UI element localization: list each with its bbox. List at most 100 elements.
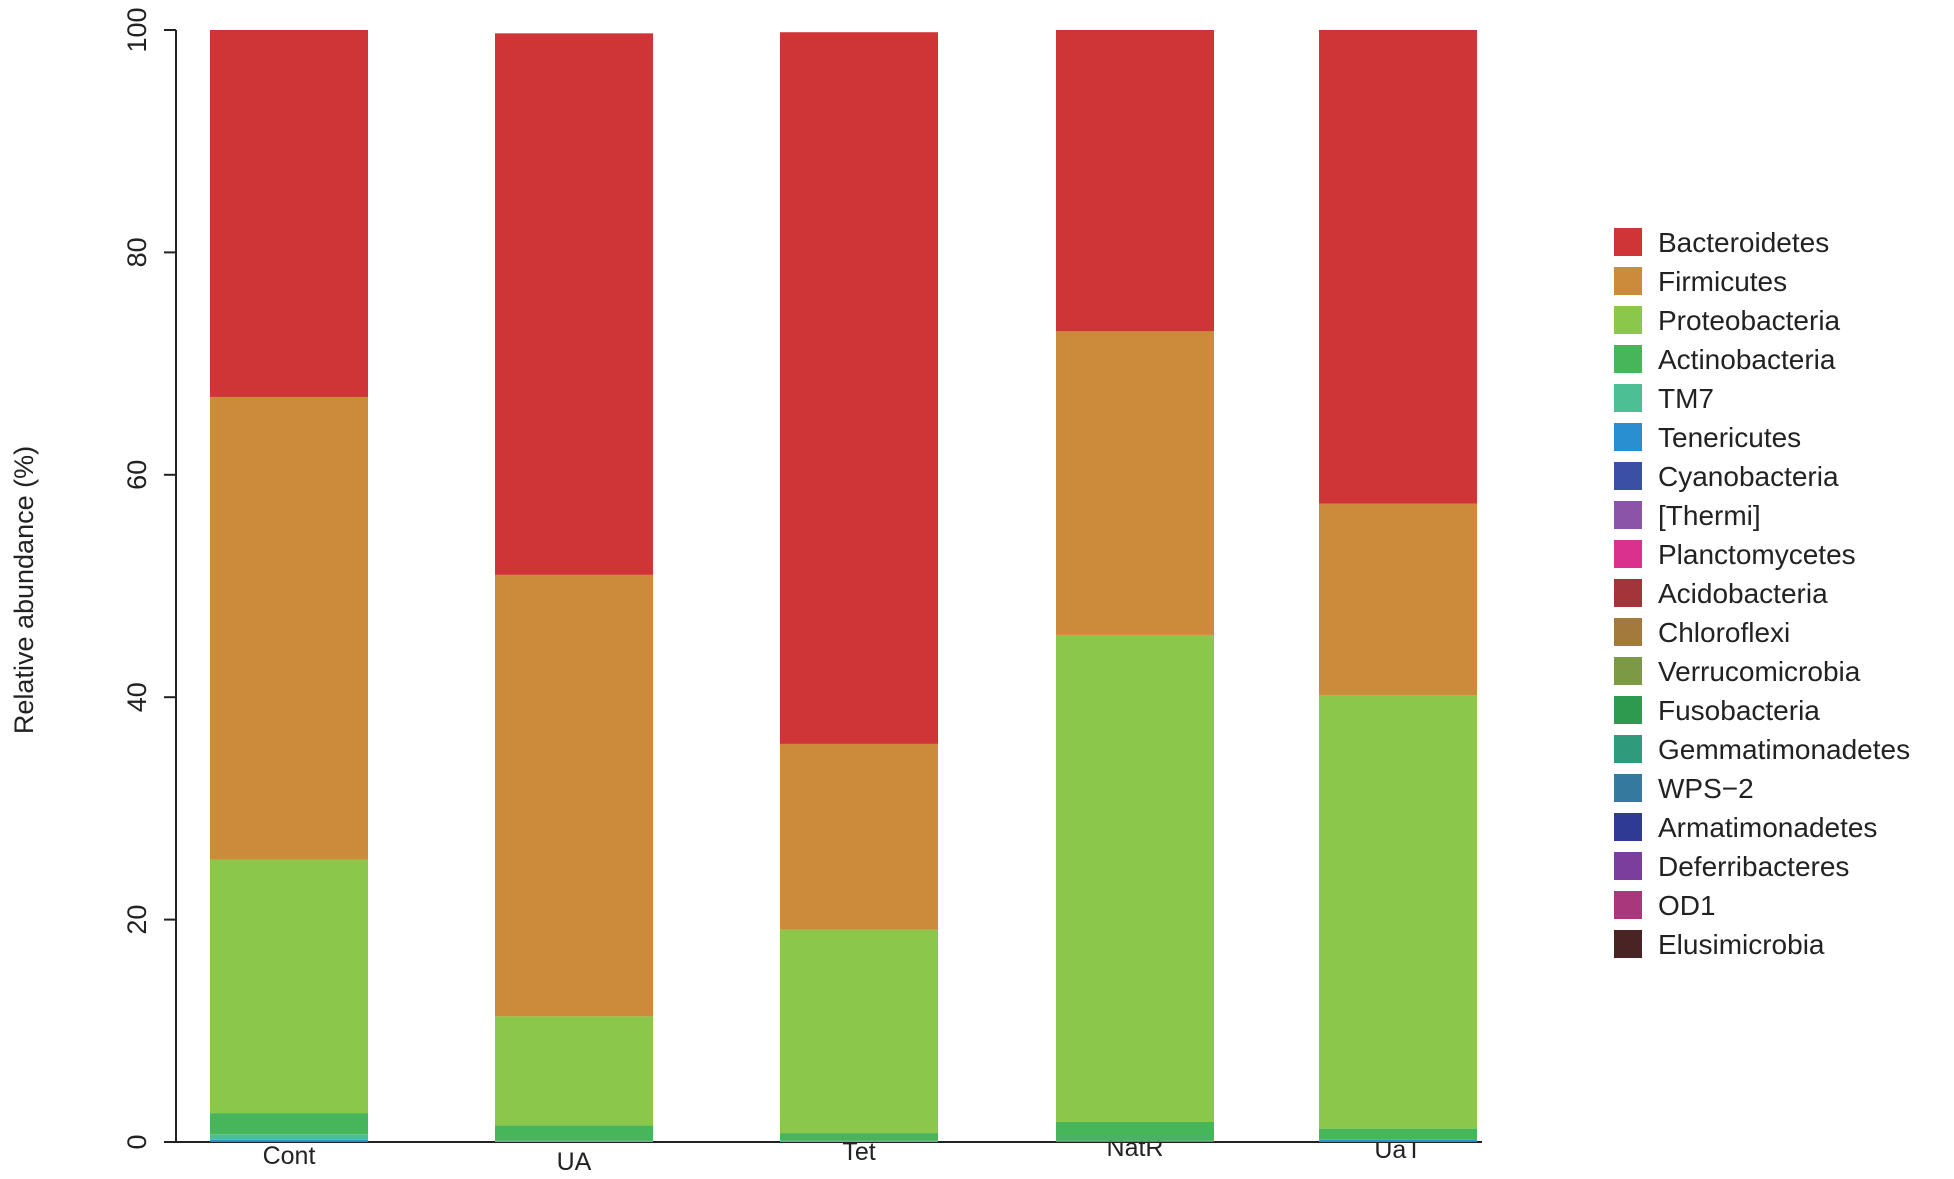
- bar-stack: [210, 30, 368, 1142]
- legend-item: Fusobacteria: [1614, 695, 1820, 726]
- y-tick-label: 20: [122, 905, 152, 935]
- x-category-label: Tet: [842, 1138, 875, 1166]
- legend: Bacteroidetes Firmicutes Proteobacteria Act…: [1614, 227, 1910, 960]
- legend-label: Verrucomicrobia: [1658, 656, 1861, 687]
- bar-segment: [210, 396, 368, 860]
- legend-label: Cyanobacteria: [1658, 461, 1839, 492]
- legend-swatch: [1614, 384, 1642, 412]
- legend-swatch: [1614, 501, 1642, 529]
- legend-item: Firmicutes: [1614, 266, 1787, 297]
- bar-segment: [210, 1134, 368, 1140]
- legend-item: Chloroflexi: [1614, 617, 1790, 648]
- legend-label: Elusimicrobia: [1658, 929, 1825, 960]
- bar-segment: [1056, 331, 1214, 635]
- legend-label: Bacteroidetes: [1658, 227, 1829, 258]
- y-tick-label: 40: [122, 682, 152, 712]
- bar-stack: [495, 33, 653, 1142]
- legend-label: Proteobacteria: [1658, 305, 1841, 336]
- legend-item: WPS−2: [1614, 773, 1754, 804]
- bar-segment: [1319, 1139, 1477, 1142]
- bar-segment: [1319, 30, 1477, 504]
- legend-label: WPS−2: [1658, 773, 1754, 804]
- legend-item: Tenericutes: [1614, 422, 1801, 453]
- legend-item: Bacteroidetes: [1614, 227, 1829, 258]
- bar-segment: [210, 30, 368, 397]
- legend-item: Elusimicrobia: [1614, 929, 1825, 960]
- x-category-label: Cont: [263, 1142, 316, 1170]
- legend-swatch: [1614, 618, 1642, 646]
- bar-segment: [1319, 503, 1477, 695]
- bar-segment: [210, 1139, 368, 1142]
- bar-segment: [780, 1140, 938, 1142]
- legend-swatch: [1614, 228, 1642, 256]
- legend-label: TM7: [1658, 383, 1714, 414]
- bar-segment: [210, 859, 368, 1114]
- bars-group: [210, 30, 1477, 1142]
- legend-swatch: [1614, 930, 1642, 958]
- legend-label: Gemmatimonadetes: [1658, 734, 1910, 765]
- legend-label: Chloroflexi: [1658, 617, 1790, 648]
- legend-label: Deferribacteres: [1658, 851, 1849, 882]
- x-category-label: UA: [557, 1148, 592, 1176]
- bar-segment: [780, 743, 938, 930]
- bar-segment: [495, 1140, 653, 1142]
- y-tick-label: 100: [122, 7, 152, 52]
- y-axis: 0 20 40 60 80 100: [122, 7, 177, 1150]
- legend-item: TM7: [1614, 383, 1714, 414]
- bar-stack: [1319, 30, 1477, 1142]
- legend-swatch: [1614, 423, 1642, 451]
- legend-swatch: [1614, 267, 1642, 295]
- legend-swatch: [1614, 696, 1642, 724]
- bar-stack: [780, 32, 938, 1142]
- bar-segment: [495, 1016, 653, 1126]
- legend-item: [Thermi]: [1614, 500, 1761, 531]
- legend-swatch: [1614, 579, 1642, 607]
- legend-item: Gemmatimonadetes: [1614, 734, 1910, 765]
- legend-item: Armatimonadetes: [1614, 812, 1877, 843]
- bar-segment: [495, 574, 653, 1017]
- bar-segment: [495, 1125, 653, 1141]
- legend-label: Tenericutes: [1658, 422, 1801, 453]
- legend-item: Deferribacteres: [1614, 851, 1849, 882]
- legend-label: Firmicutes: [1658, 266, 1787, 297]
- bar-segment: [1056, 634, 1214, 1122]
- legend-item: Proteobacteria: [1614, 305, 1841, 336]
- legend-swatch: [1614, 735, 1642, 763]
- legend-item: Actinobacteria: [1614, 344, 1836, 375]
- legend-swatch: [1614, 462, 1642, 490]
- y-axis-title: Relative abundance (%): [9, 446, 39, 734]
- bar-segment: [1056, 30, 1214, 332]
- legend-item: Verrucomicrobia: [1614, 656, 1861, 687]
- legend-label: Fusobacteria: [1658, 695, 1820, 726]
- bar-segment: [1319, 694, 1477, 1129]
- legend-label: Acidobacteria: [1658, 578, 1828, 609]
- bar-segment: [495, 33, 653, 575]
- legend-item: OD1: [1614, 890, 1716, 921]
- legend-label: [Thermi]: [1658, 500, 1761, 531]
- bar-segment: [1056, 1121, 1214, 1141]
- legend-item: Cyanobacteria: [1614, 461, 1839, 492]
- legend-swatch: [1614, 540, 1642, 568]
- y-tick-label: 60: [122, 460, 152, 490]
- y-tick-label: 0: [122, 1134, 152, 1149]
- legend-label: OD1: [1658, 890, 1716, 921]
- legend-label: Armatimonadetes: [1658, 812, 1877, 843]
- bar-segment: [780, 32, 938, 744]
- bar-segment: [1319, 1128, 1477, 1140]
- bar-stack: [1056, 30, 1214, 1142]
- legend-swatch: [1614, 306, 1642, 334]
- legend-swatch: [1614, 852, 1642, 880]
- legend-item: Planctomycetes: [1614, 539, 1856, 570]
- legend-swatch: [1614, 813, 1642, 841]
- legend-swatch: [1614, 891, 1642, 919]
- legend-swatch: [1614, 345, 1642, 373]
- bar-segment: [1056, 1140, 1214, 1142]
- bar-segment: [780, 929, 938, 1134]
- legend-swatch: [1614, 774, 1642, 802]
- y-tick-label: 80: [122, 237, 152, 267]
- legend-label: Actinobacteria: [1658, 344, 1836, 375]
- legend-item: Acidobacteria: [1614, 578, 1828, 609]
- legend-swatch: [1614, 657, 1642, 685]
- legend-label: Planctomycetes: [1658, 539, 1856, 570]
